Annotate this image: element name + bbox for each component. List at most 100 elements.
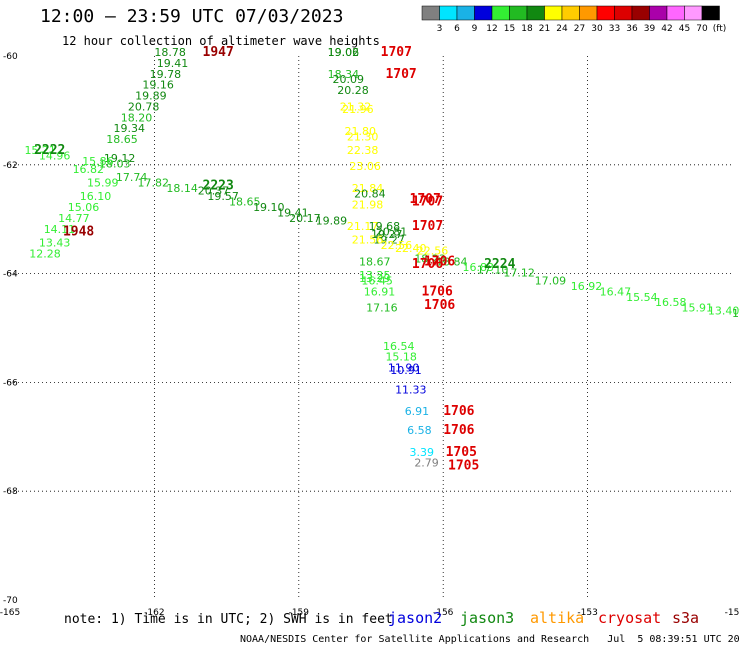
time-label: 1706	[412, 257, 443, 272]
wave-height-point: 15.21	[24, 144, 56, 157]
colorbar-legend: 3 6 9 12 15 18 21 24 27 30 33 36 39 42 45 70 (ft)	[421, 5, 727, 34]
satellite-legend-s3a: s3a	[672, 609, 700, 627]
wave-height-point: 16.82	[73, 163, 105, 176]
wave-height-point: 16.83	[462, 261, 494, 274]
wave-height-point: 16.58	[655, 296, 687, 309]
wave-height-point: 19.12	[104, 152, 136, 165]
colorbar-label: 12	[486, 24, 497, 34]
time-label: 1948	[63, 225, 94, 240]
x-tick-label: -159	[289, 608, 310, 618]
credit-line: NOAA/NESDIS Center for Satellite Applica…	[240, 634, 740, 645]
wave-height-point: 16.92	[571, 280, 603, 293]
y-tick-label: -68	[3, 487, 18, 497]
colorbar-label: 42	[661, 24, 672, 34]
wave-height-point: 20.09	[332, 73, 364, 86]
colorbar-label: 6	[454, 24, 460, 34]
wave-height-point: 17.16	[366, 302, 398, 315]
wave-height-point: 11.33	[395, 383, 427, 396]
wave-height-point: 19.02	[328, 46, 360, 59]
wave-height-point: 21.32	[340, 100, 372, 113]
chart-subtitle: 12 hour collection of altimeter wave hei…	[62, 34, 380, 48]
wave-height-point: 19.06	[328, 46, 360, 59]
footer-note: note: 1) Time is in UTC; 2) SWH is in fe…	[64, 612, 393, 627]
wave-height-point: 18.03	[99, 158, 130, 171]
time-label: 2222	[34, 143, 65, 158]
wave-height-point: 15.54	[626, 291, 658, 304]
colorbar-swatch	[701, 5, 720, 21]
time-label: 1707	[410, 192, 441, 207]
time-label: 2223	[203, 178, 234, 193]
wave-height-point: 15.18	[385, 351, 417, 364]
time-label: 1707	[381, 45, 412, 60]
colorbar-label: 30	[591, 24, 603, 34]
wave-height-point: 18.78	[154, 46, 186, 59]
colorbar-label: 15	[504, 24, 515, 34]
wave-height-point: 14.96	[39, 149, 71, 162]
colorbar-label: 3	[437, 24, 443, 34]
wave-height-point: 18.65	[229, 196, 260, 209]
wave-height-point: 16.45	[361, 274, 393, 287]
wave-height-point: 21.96	[342, 103, 374, 116]
wave-height-point: 18.34	[328, 68, 360, 81]
satellite-legend-jason3: jason3	[460, 609, 515, 627]
y-tick-label: -60	[3, 52, 18, 62]
wave-height-point: 19.89	[135, 90, 167, 103]
wave-height-point: 20.81	[376, 226, 408, 239]
wave-height-point: 22.38	[347, 144, 379, 157]
x-tick-label: -165	[0, 608, 20, 618]
colorbar-label: (ft)	[713, 24, 727, 34]
colorbar-label: 36	[626, 24, 638, 34]
y-tick-label: -66	[3, 378, 18, 388]
colorbar-label: 9	[472, 24, 478, 34]
time-label: 1707	[412, 195, 443, 210]
wave-height-point: 21.80	[345, 125, 377, 138]
time-label: 1705	[448, 458, 479, 473]
wave-height-point: 21.98	[352, 198, 384, 211]
x-tick-label: -156	[433, 608, 454, 618]
wave-height-point: 16.54	[383, 340, 415, 353]
wave-height-point: 16.10	[80, 190, 112, 203]
time-label: 1707	[412, 219, 443, 234]
wave-height-point: 19.10	[253, 201, 285, 214]
time-label: 1706	[424, 298, 455, 313]
colorbar-label: 70	[696, 24, 708, 34]
colorbar-label: 45	[679, 24, 690, 34]
satellite-legend-jason2: jason2	[388, 609, 443, 627]
wave-height-point: 13.29	[359, 272, 391, 285]
colorbar-label: 39	[644, 24, 656, 34]
wave-height-point: 20.37	[198, 185, 230, 198]
chart-title: 12:00 – 23:59 UTC 07/03/2023	[40, 6, 344, 27]
wave-height-point: 18.84	[436, 255, 468, 268]
wave-height-point: 18.65	[106, 133, 137, 146]
wave-height-point: 14.77	[58, 212, 89, 225]
wave-height-point: 19.57	[207, 190, 239, 203]
satellite-legend-cryosat: cryosat	[598, 609, 662, 627]
wave-height-point: 16.47	[600, 285, 632, 298]
wave-height-point: 12.28	[29, 247, 61, 260]
wave-height-point: 19.27	[373, 234, 405, 247]
wave-height-point: 16.91	[364, 285, 396, 298]
wave-height-point: 19.41	[157, 57, 189, 70]
wave-height-point: 15.99	[87, 177, 119, 190]
wave-height-point: 17.12	[503, 266, 535, 279]
wave-height-point: 13.25	[359, 269, 391, 282]
wave-height-point: 11.90	[388, 362, 420, 375]
x-tick-label: -15	[725, 608, 740, 618]
time-label: 1706	[443, 404, 474, 419]
wave-height-point: 15.91	[681, 302, 713, 315]
wave-height-point: 17.74	[116, 171, 148, 184]
time-label: 1706	[424, 254, 455, 269]
wave-height-point: 22.56	[381, 239, 413, 252]
wave-height-point: 17.62	[732, 307, 740, 320]
wave-height-point: 17.09	[535, 274, 567, 287]
wave-height-point: 20.17	[289, 212, 321, 225]
wave-height-point: 13.43	[39, 236, 71, 249]
satellite-legend-altika: altika	[530, 609, 585, 627]
y-tick-label: -64	[3, 270, 18, 280]
wave-height-point: 15.06	[68, 201, 100, 214]
wave-height-point: 20.28	[337, 84, 369, 97]
wave-height-point: 19.78	[150, 68, 182, 81]
wave-height-point: 17.10	[477, 264, 509, 277]
wave-height-point: 21.17	[347, 220, 379, 233]
